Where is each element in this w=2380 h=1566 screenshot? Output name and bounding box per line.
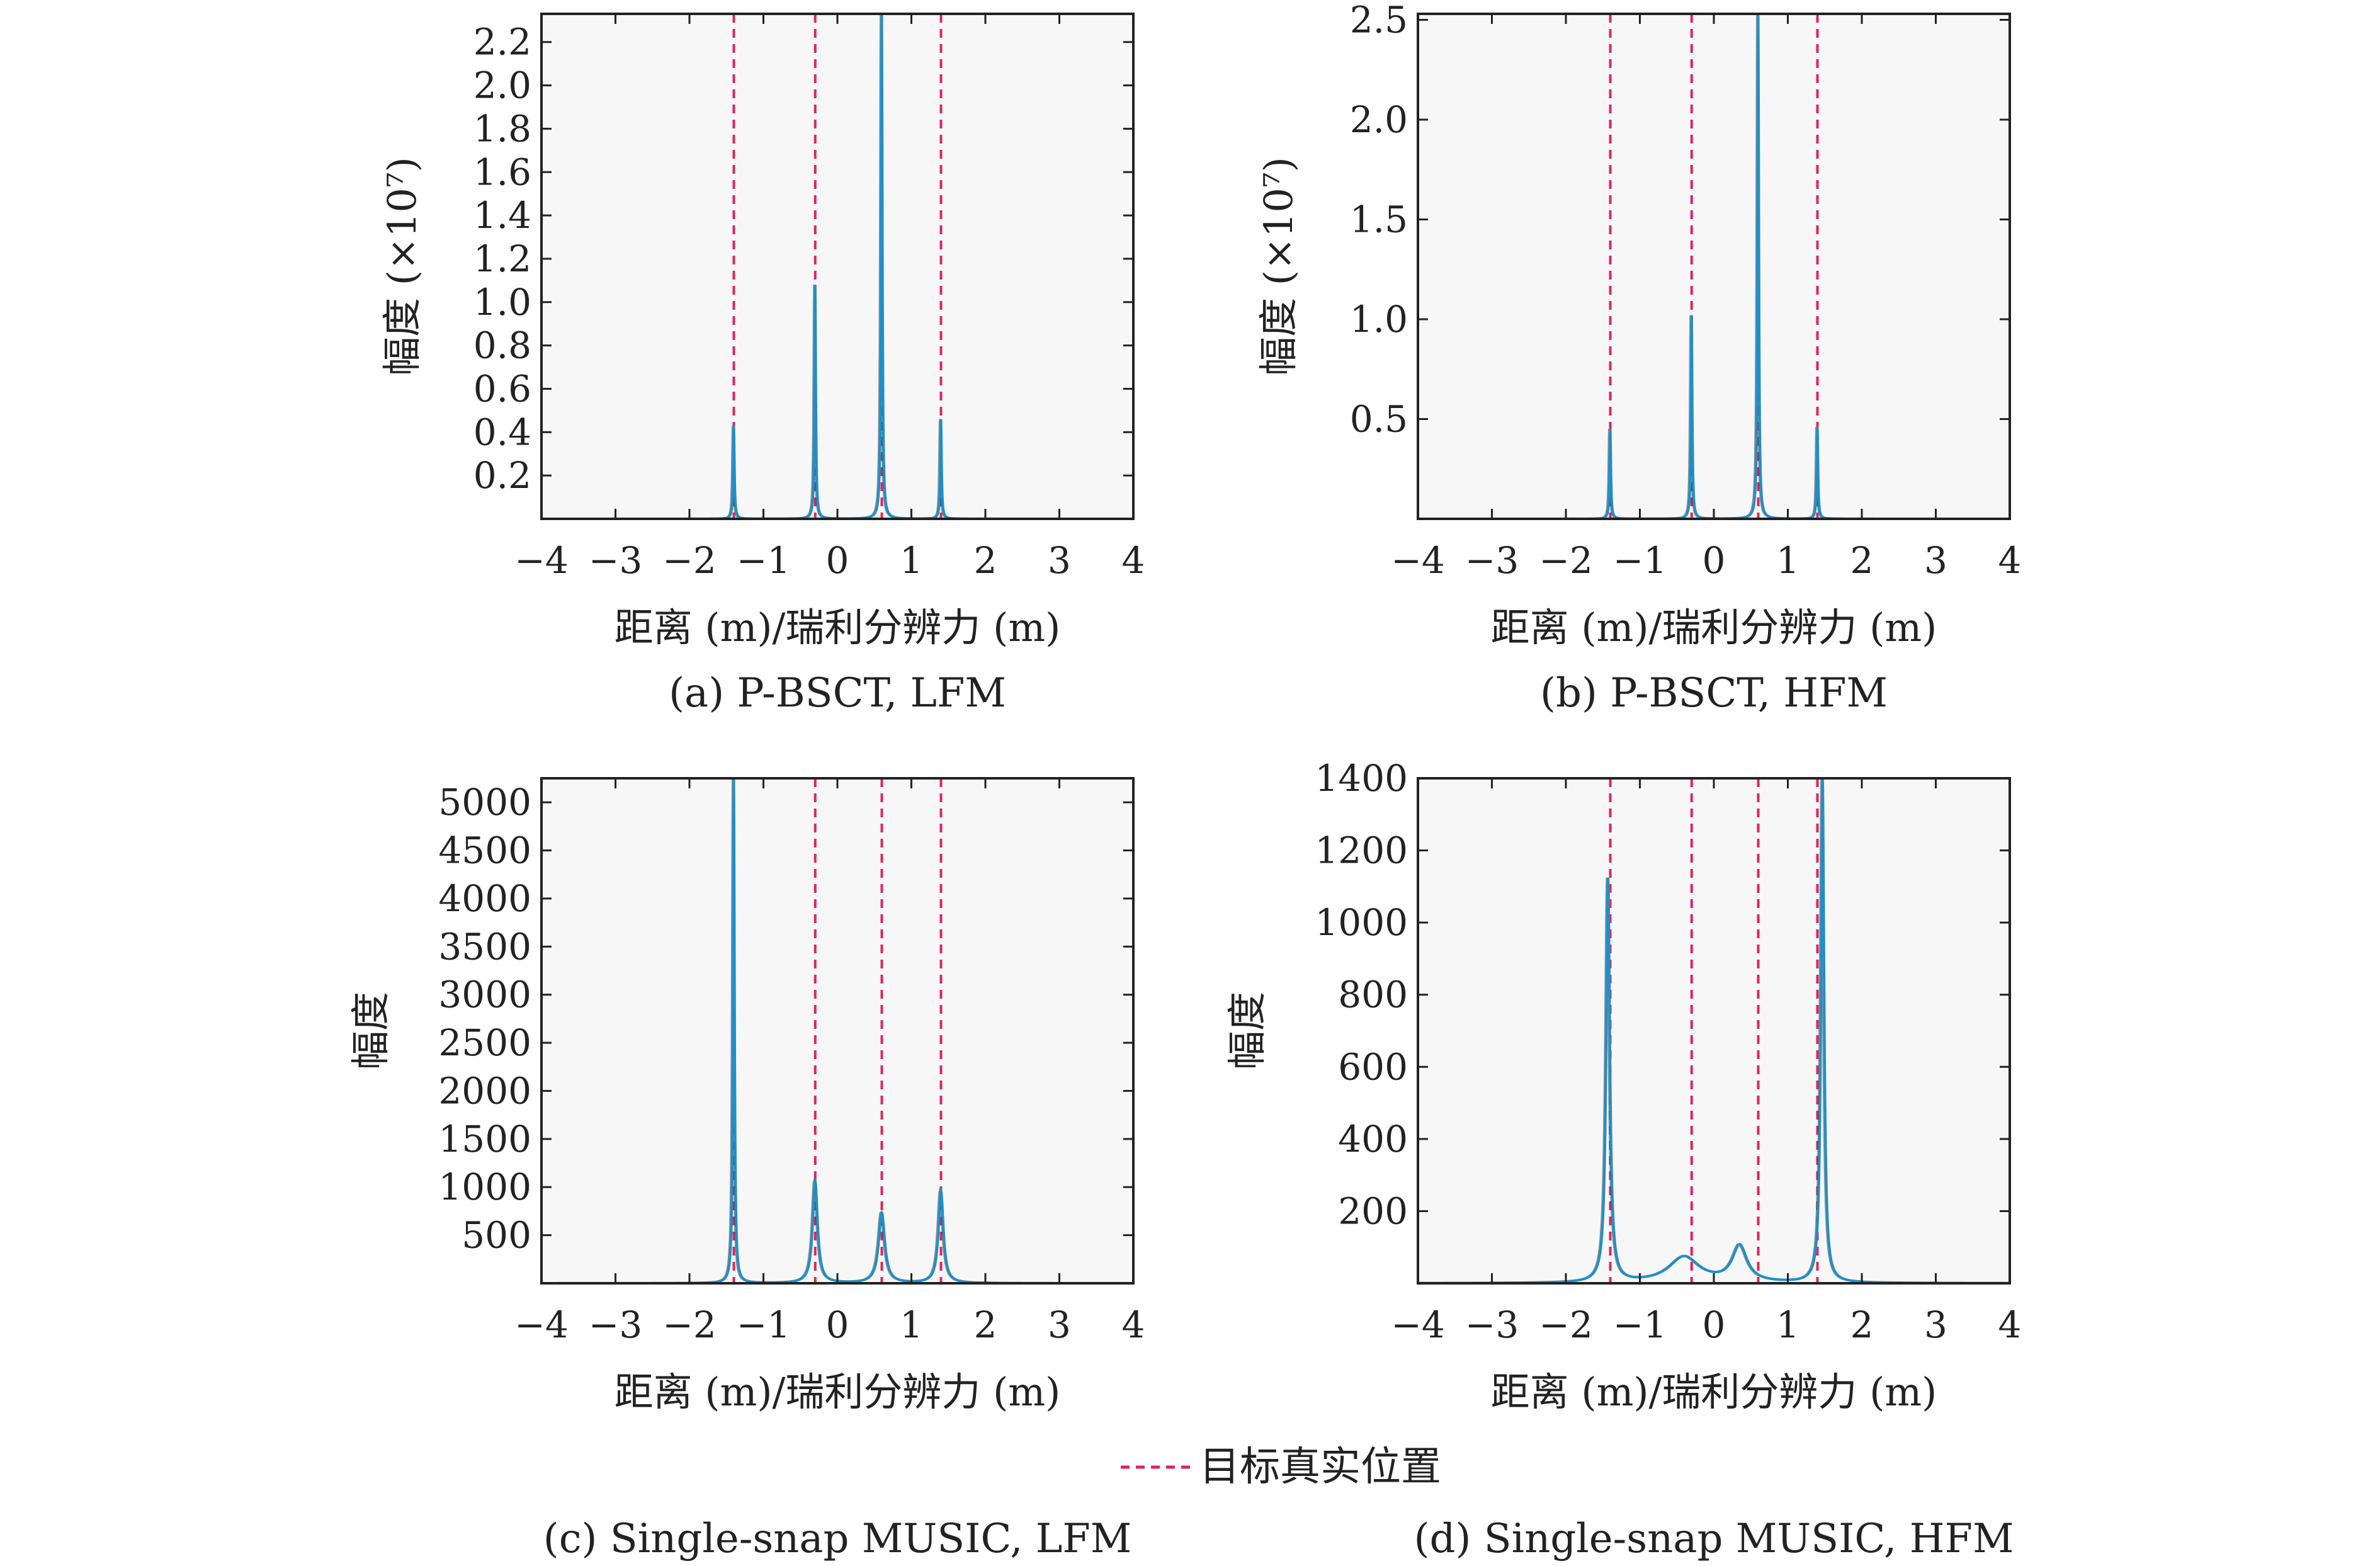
x-tick-label: −3 bbox=[1465, 539, 1519, 582]
x-tick-label: 1 bbox=[1776, 539, 1799, 582]
x-tick-label: 2 bbox=[1850, 539, 1874, 582]
panel-b-p-bsct-hfm: −4 −3 −2 −1 0 1 2 3 4 0.5 1.0 1.5 2.0 2.5 距离 (m)/瑞利分辨力… bbox=[1255, 0, 2021, 717]
y-tick-label: 2000 bbox=[438, 1069, 531, 1112]
x-tick-label: −2 bbox=[662, 1303, 717, 1346]
x-tick-label: −4 bbox=[514, 539, 569, 582]
y-tick-label: 1000 bbox=[1315, 901, 1408, 944]
y-tick-label: 3500 bbox=[438, 925, 531, 968]
x-axis-label: 距离 (m)/瑞利分辨力 (m) bbox=[615, 1369, 1061, 1415]
y-tick-label: 0.5 bbox=[1350, 398, 1408, 441]
panel-d-music-hfm: −4 −3 −2 −1 0 1 2 3 4 200 400 600 800 1000 1200 1400 距离 … bbox=[1224, 757, 2021, 1562]
y-tick-label: 1200 bbox=[1315, 829, 1408, 872]
x-tick-label: −1 bbox=[1613, 1303, 1667, 1346]
x-tick-label: 4 bbox=[1122, 1303, 1145, 1346]
y-tick-label: 1.0 bbox=[1350, 298, 1408, 341]
plot-area bbox=[1418, 778, 2010, 1283]
y-tick-label: 200 bbox=[1338, 1189, 1408, 1232]
x-tick-label: 2 bbox=[1850, 1303, 1874, 1346]
x-tick-label: 3 bbox=[1048, 539, 1071, 582]
y-tick-label: 4500 bbox=[438, 829, 531, 872]
panel-caption: (d) Single-snap MUSIC, HFM bbox=[1414, 1516, 2014, 1562]
y-tick-label: 2.5 bbox=[1350, 0, 1408, 42]
x-tick-label: −4 bbox=[1391, 1303, 1445, 1346]
panel-a-p-bsct-lfm: −4 −3 −2 −1 0 1 2 3 4 0.20.40.60.81.01.21.41.61.8… bbox=[379, 13, 1145, 717]
y-tick-label: 4000 bbox=[438, 877, 531, 920]
y-tick-label: 3000 bbox=[438, 973, 531, 1016]
panel-caption: (c) Single-snap MUSIC, LFM bbox=[543, 1516, 1132, 1562]
y-tick-label: 500 bbox=[462, 1214, 531, 1257]
x-tick-label: 4 bbox=[1998, 1303, 2022, 1346]
panel-caption: (a) P-BSCT, LFM bbox=[669, 670, 1006, 717]
y-tick-label: 2.0 bbox=[1350, 98, 1408, 141]
y-tick-label: 1.8 bbox=[473, 107, 531, 150]
y-tick-label: 1.5 bbox=[1350, 198, 1408, 241]
legend: 目标真实位置 bbox=[1121, 1444, 1441, 1490]
x-tick-label: 4 bbox=[1122, 539, 1145, 582]
x-tick-label: 3 bbox=[1048, 1303, 1071, 1346]
y-tick-label: 400 bbox=[1338, 1118, 1408, 1160]
y-tick-label: 1.0 bbox=[473, 281, 531, 324]
x-tick-label: −2 bbox=[1539, 539, 1593, 582]
x-tick-label: 3 bbox=[1924, 539, 1947, 582]
y-tick-label: 1.4 bbox=[473, 194, 531, 237]
x-tick-label: −3 bbox=[589, 1303, 643, 1346]
x-tick-label: 2 bbox=[974, 539, 997, 582]
x-tick-label: 1 bbox=[1776, 1303, 1799, 1346]
x-tick-label: −3 bbox=[589, 539, 643, 582]
y-tick-label: 1.6 bbox=[473, 150, 531, 193]
x-tick-label: 3 bbox=[1924, 1303, 1947, 1346]
x-tick-label: −2 bbox=[1539, 1303, 1593, 1346]
y-tick-label: 1500 bbox=[438, 1118, 531, 1160]
y-tick-label: 0.4 bbox=[473, 411, 531, 453]
x-tick-label: 0 bbox=[1703, 539, 1726, 582]
x-tick-label: −1 bbox=[737, 1303, 791, 1346]
x-tick-label: −1 bbox=[1613, 539, 1667, 582]
x-tick-label: −4 bbox=[1391, 539, 1445, 582]
y-tick-label: 600 bbox=[1338, 1045, 1408, 1088]
x-axis-label: 距离 (m)/瑞利分辨力 (m) bbox=[1491, 1369, 1937, 1415]
plot-area bbox=[541, 14, 1133, 519]
x-tick-label: 0 bbox=[826, 539, 849, 582]
x-tick-label: −4 bbox=[514, 1303, 569, 1346]
legend-label: 目标真实位置 bbox=[1199, 1444, 1441, 1490]
x-axis-label: 距离 (m)/瑞利分辨力 (m) bbox=[615, 604, 1061, 650]
x-tick-label: 1 bbox=[900, 1303, 923, 1346]
y-tick-label: 2.2 bbox=[473, 21, 531, 64]
panel-c-music-lfm: −4 −3 −2 −1 0 1 2 3 4500100015002000250030003500… bbox=[348, 777, 1145, 1562]
x-tick-label: 1 bbox=[900, 539, 923, 582]
y-tick-label: 2.0 bbox=[473, 64, 531, 107]
y-tick-label: 0.2 bbox=[473, 454, 531, 497]
x-tick-label: 4 bbox=[1998, 539, 2022, 582]
y-tick-label: 0.8 bbox=[473, 324, 531, 367]
x-tick-label: 2 bbox=[974, 1303, 997, 1346]
y-axis-label: 幅度 (×10⁷) bbox=[1255, 157, 1301, 376]
y-axis-label: 幅度 bbox=[1224, 992, 1270, 1070]
x-tick-label: −1 bbox=[737, 539, 791, 582]
panel-caption: (b) P-BSCT, HFM bbox=[1540, 670, 1888, 717]
y-tick-label: 1.2 bbox=[473, 237, 531, 280]
y-axis-label: 幅度 bbox=[348, 992, 394, 1070]
x-tick-label: 0 bbox=[1703, 1303, 1726, 1346]
x-tick-label: 0 bbox=[826, 1303, 849, 1346]
y-tick-label: 1000 bbox=[438, 1166, 531, 1208]
y-tick-label: 0.6 bbox=[473, 367, 531, 410]
plot-area bbox=[1418, 14, 2010, 519]
x-tick-label: −3 bbox=[1465, 1303, 1519, 1346]
y-tick-label: 2500 bbox=[438, 1021, 531, 1064]
y-tick-label: 5000 bbox=[438, 781, 531, 824]
y-tick-label: 800 bbox=[1338, 973, 1408, 1016]
y-axis-label: 幅度 (×10⁷) bbox=[379, 157, 425, 376]
y-tick-label: 1400 bbox=[1315, 757, 1408, 800]
x-axis-label: 距离 (m)/瑞利分辨力 (m) bbox=[1491, 604, 1937, 650]
x-tick-label: −2 bbox=[662, 539, 717, 582]
plot-area bbox=[541, 778, 1133, 1283]
